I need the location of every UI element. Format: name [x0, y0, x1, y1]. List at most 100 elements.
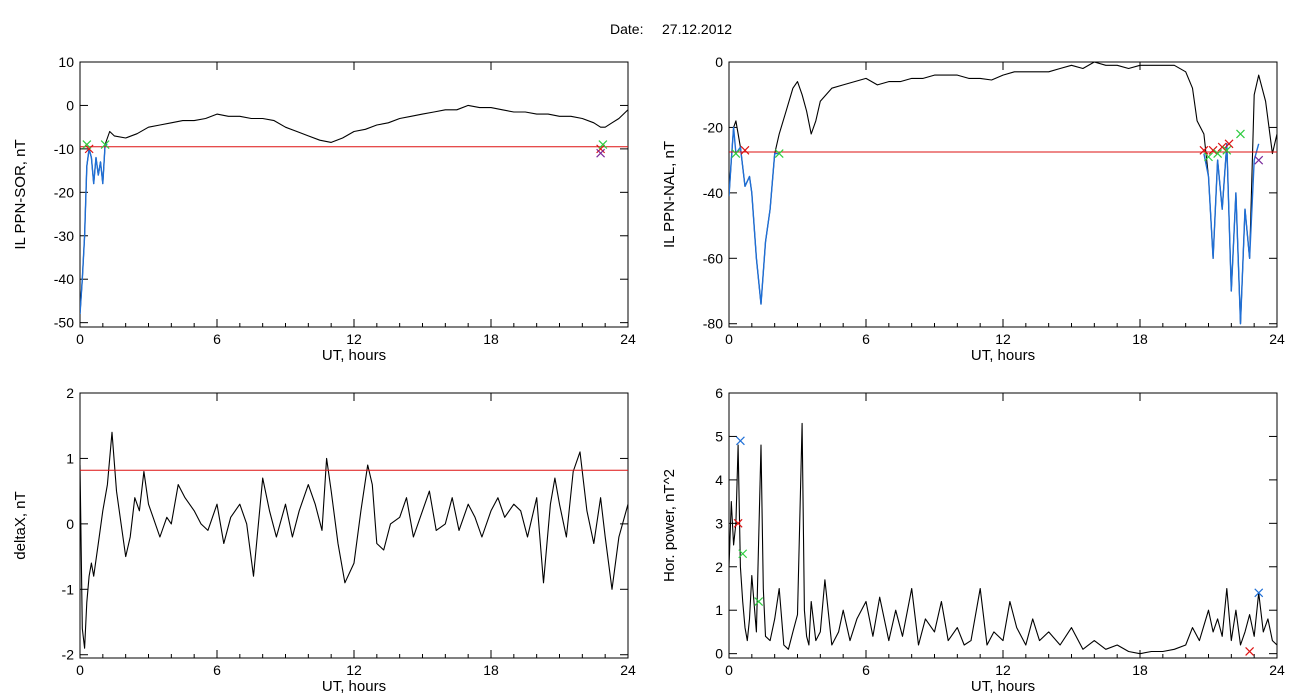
- y-tick-label: 10: [58, 54, 74, 70]
- marker-point: [1222, 145, 1232, 155]
- marker-stroke: [100, 140, 110, 149]
- marker-point: [84, 144, 94, 154]
- y-tick-label: 0: [66, 97, 74, 113]
- marker-stroke: [596, 148, 606, 158]
- panel-deltax: 0 6 12 18 24 2 1 0 -1 -2 UT, hours deltaX, nT: [12, 385, 636, 695]
- x-tick-label: 18: [483, 662, 499, 678]
- marker-point: [598, 140, 608, 149]
- plot-area: [729, 62, 1277, 325]
- plot-area: [80, 431, 628, 649]
- marker-point: [100, 140, 110, 149]
- y-tick-label: 2: [66, 385, 74, 401]
- x-tick-label: 24: [620, 331, 636, 347]
- marker-point: [733, 518, 743, 528]
- y-tick-label: -20: [54, 184, 74, 200]
- marker-point: [1245, 647, 1255, 656]
- y-tick-label: 3: [715, 515, 723, 531]
- marker-stroke: [1236, 129, 1245, 139]
- marker-point: [1254, 588, 1264, 598]
- marker-stroke: [598, 140, 608, 149]
- figure-title-prefix: Date:: [610, 21, 643, 37]
- y-tick-label: 6: [715, 385, 723, 401]
- marker-stroke: [1245, 647, 1255, 656]
- y-tick-label: -40: [54, 271, 74, 287]
- marker-point: [1217, 142, 1227, 152]
- marker-stroke: [1254, 588, 1264, 598]
- y-tick-label: -80: [703, 316, 723, 332]
- marker-point: [1199, 145, 1209, 155]
- x-tick-label: 24: [1269, 662, 1285, 678]
- selected-interval-line: [1203, 143, 1260, 325]
- marker-stroke: [1222, 145, 1232, 155]
- x-tick-label: 12: [995, 331, 1011, 347]
- x-tick-label: 12: [995, 662, 1011, 678]
- series-line: [729, 62, 1277, 325]
- y-tick-label: -50: [54, 315, 74, 331]
- y-axis-label: IL PPN-SOR, nT: [12, 139, 29, 249]
- panel-nal: 0 6 12 18 24 0 -20 -40 -60 -80 UT, hours IL PPN-NAL…: [661, 54, 1285, 364]
- x-tick-label: 18: [1132, 331, 1148, 347]
- marker-stroke: [1204, 152, 1213, 162]
- marker-point: [738, 549, 748, 559]
- y-axis-label: deltaX, nT: [12, 491, 29, 559]
- plot-area: [80, 104, 628, 315]
- x-tick-label: 0: [76, 331, 84, 347]
- marker-point: [735, 436, 745, 446]
- series-line: [729, 422, 1277, 655]
- x-tick-label: 12: [346, 662, 362, 678]
- marker-stroke: [1254, 155, 1264, 165]
- y-tick-label: 4: [715, 472, 723, 488]
- y-tick-label: 5: [715, 428, 723, 444]
- marker-point: [1236, 129, 1245, 139]
- x-tick-label: 24: [620, 662, 636, 678]
- y-tick-label: 2: [715, 559, 723, 575]
- y-axis-label: Hor. power, nT^2: [661, 469, 678, 582]
- panel-sor: 0 6 12 18 24 10 0 -10 -20 -30 -40 -50 UT, hours IL PP…: [12, 54, 636, 364]
- y-tick-label: -20: [703, 119, 723, 135]
- figure-title-date: 27.12.2012: [662, 21, 732, 37]
- marker-point: [774, 149, 784, 159]
- x-axis-label: UT, hours: [971, 347, 1035, 364]
- marker-point: [1254, 155, 1264, 165]
- y-axis-label: IL PPN-NAL, nT: [661, 141, 678, 248]
- x-tick-label: 0: [725, 331, 733, 347]
- x-tick-label: 18: [1132, 662, 1148, 678]
- x-tick-label: 24: [1269, 331, 1285, 347]
- marker-point: [1224, 139, 1234, 149]
- marker-stroke: [1208, 145, 1218, 155]
- y-tick-label: -2: [62, 647, 75, 663]
- x-tick-label: 6: [862, 662, 870, 678]
- marker-point: [740, 145, 750, 155]
- y-tick-label: 0: [715, 54, 723, 70]
- marker-point: [1208, 145, 1218, 155]
- marker-stroke: [738, 549, 748, 559]
- marker-stroke: [1213, 149, 1223, 159]
- plot-frame: [728, 392, 1278, 659]
- y-tick-label: -40: [703, 185, 723, 201]
- y-tick-label: 0: [66, 516, 74, 532]
- marker-point: [596, 144, 606, 154]
- marker-stroke: [774, 149, 784, 159]
- x-axis-label: UT, hours: [322, 347, 386, 364]
- series-line: [80, 431, 628, 649]
- marker-stroke: [740, 145, 750, 155]
- y-tick-label: 0: [715, 646, 723, 662]
- y-tick-label: -10: [54, 141, 74, 157]
- plot-frame: [79, 392, 629, 659]
- x-tick-label: 6: [862, 331, 870, 347]
- x-tick-label: 0: [76, 662, 84, 678]
- marker-point: [1204, 152, 1213, 162]
- x-tick-label: 6: [213, 662, 221, 678]
- marker-stroke: [1224, 139, 1234, 149]
- x-tick-label: 6: [213, 331, 221, 347]
- marker-stroke: [1199, 145, 1209, 155]
- x-tick-label: 18: [483, 331, 499, 347]
- selected-interval-line: [729, 126, 780, 305]
- y-tick-label: -60: [703, 250, 723, 266]
- marker-point: [596, 148, 606, 158]
- marker-stroke: [754, 597, 764, 606]
- y-tick-label: 1: [715, 602, 723, 618]
- plot-frame: [79, 61, 629, 328]
